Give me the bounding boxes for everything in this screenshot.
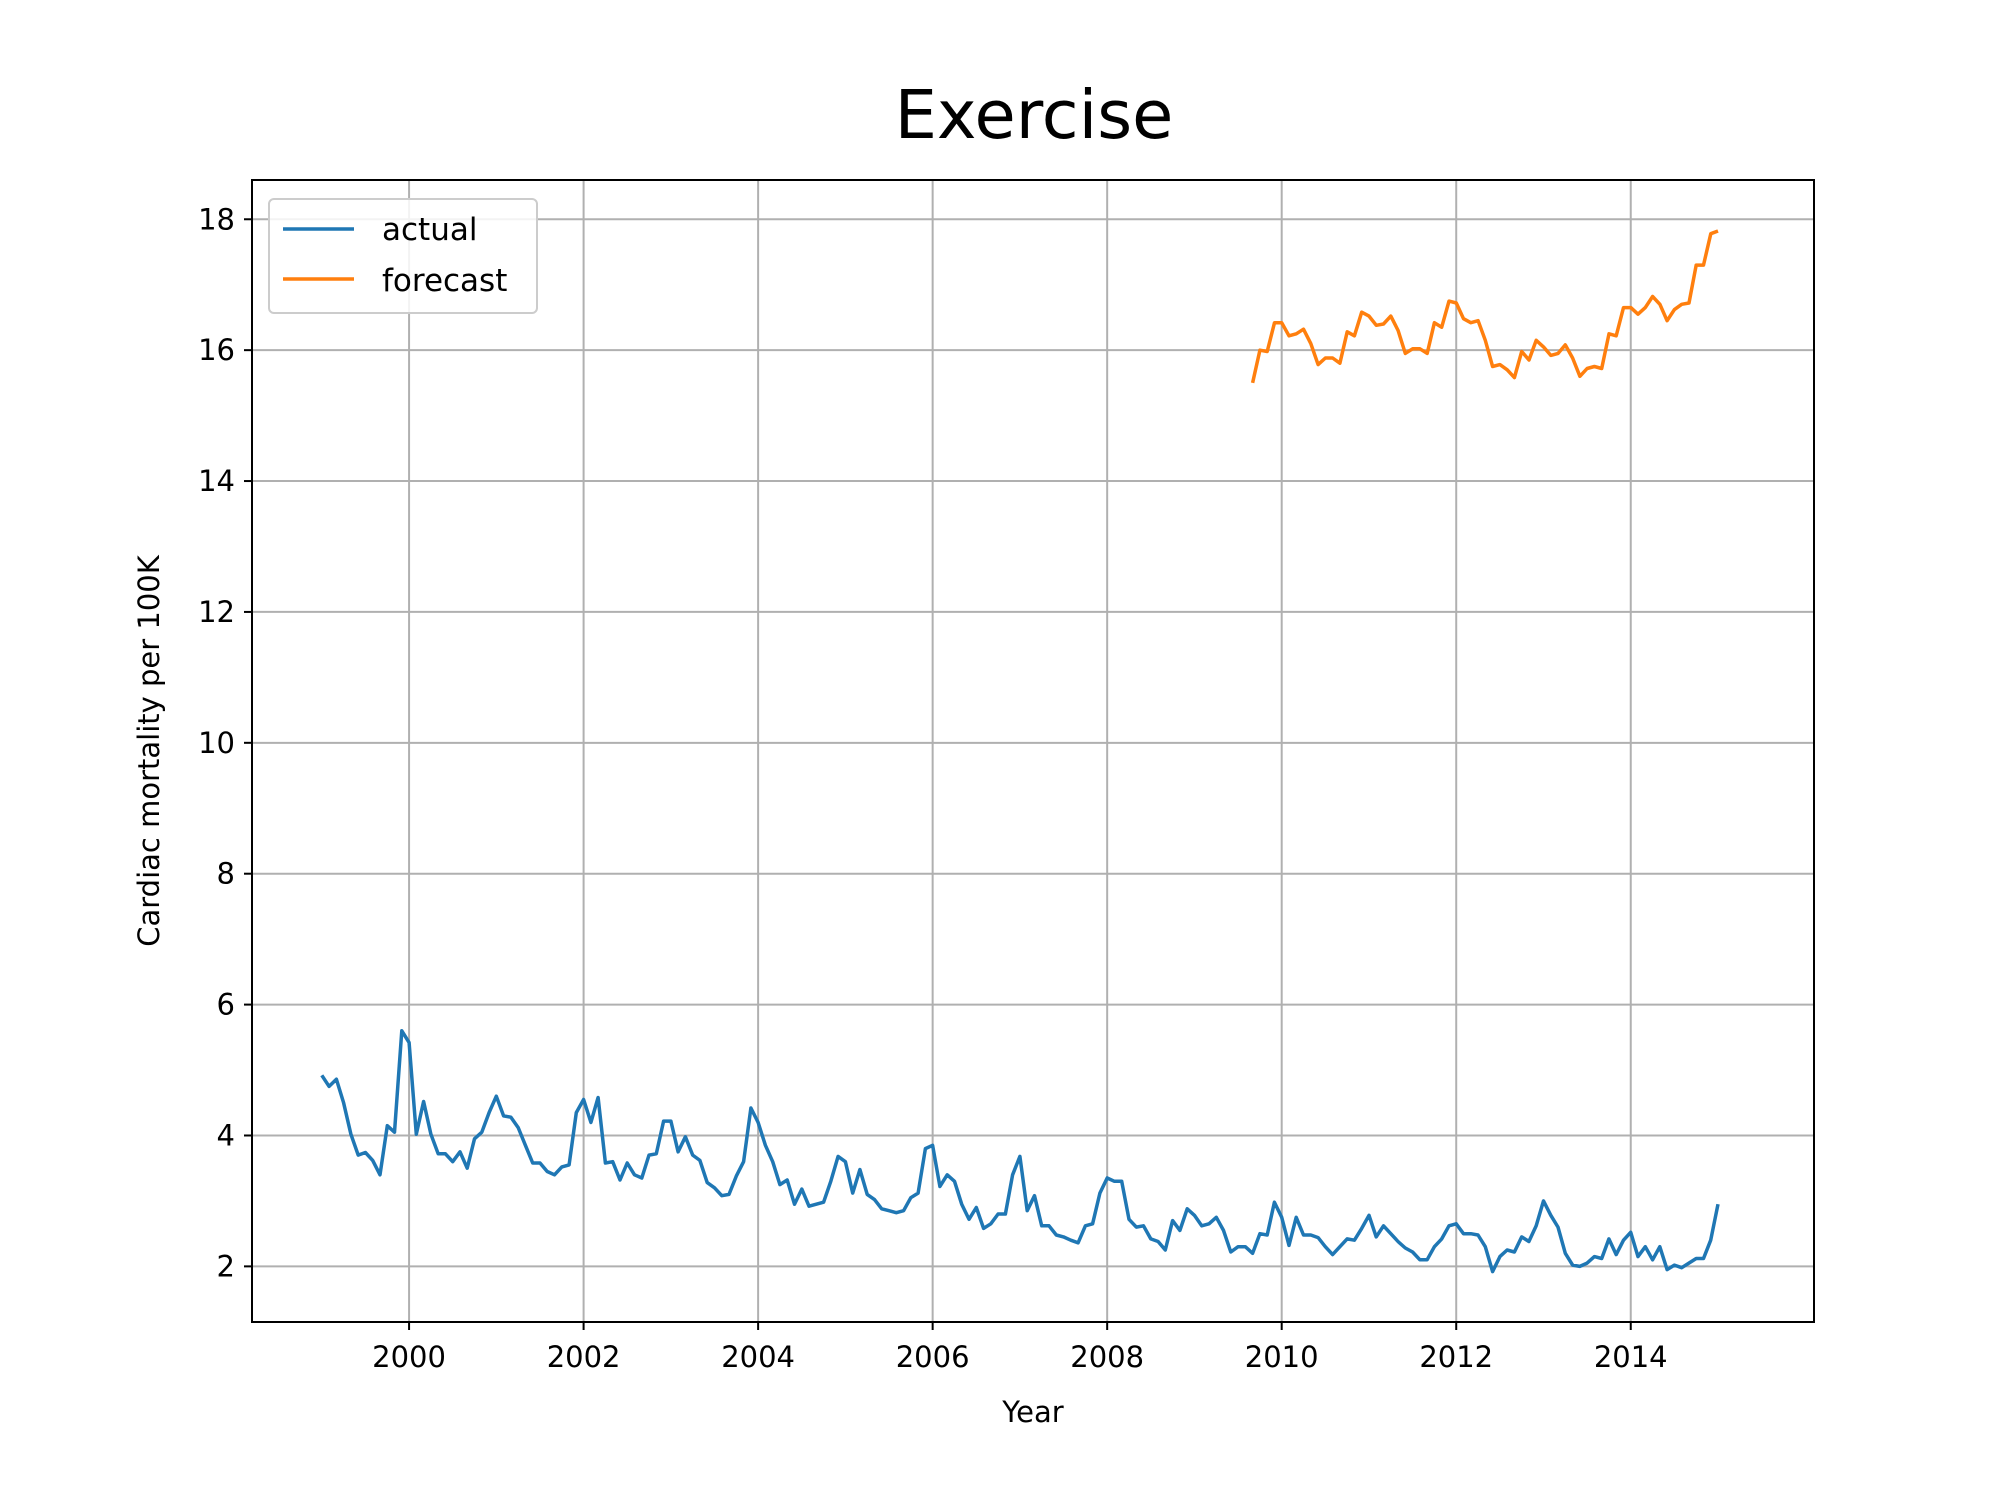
x-tick-label-2006: 2006	[896, 1340, 970, 1374]
y-tick-label-10: 10	[198, 726, 235, 760]
y-tick-label-8: 8	[217, 857, 235, 891]
x-tick-label-2004: 2004	[721, 1340, 795, 1374]
x-tick-label-2000: 2000	[372, 1340, 446, 1374]
y-tick-label-6: 6	[217, 988, 235, 1022]
x-axis-title: Year	[1001, 1395, 1063, 1429]
axis-ticks: 2000 2002 2004 2006 2008 2010 2012 2014 2 4 6 8 10 12…	[198, 202, 1668, 1374]
series-line-actual	[320, 1029, 1720, 1274]
legend-label-actual: actual	[382, 212, 477, 248]
grid-lines	[252, 180, 1814, 1322]
x-tick-label-2008: 2008	[1070, 1340, 1144, 1374]
y-tick-label-4: 4	[217, 1118, 235, 1152]
chart-title: Exercise	[895, 76, 1174, 154]
series-line-forecast	[1250, 229, 1719, 384]
x-tick-label-2012: 2012	[1419, 1340, 1493, 1374]
legend-label-forecast: forecast	[382, 263, 507, 299]
x-tick-label-2002: 2002	[547, 1340, 621, 1374]
y-tick-label-16: 16	[198, 333, 235, 367]
x-tick-label-2014: 2014	[1594, 1340, 1668, 1374]
y-tick-label-18: 18	[198, 202, 235, 236]
y-tick-label-2: 2	[217, 1249, 235, 1283]
x-tick-label-2010: 2010	[1245, 1340, 1319, 1374]
plot-frame	[251, 179, 1815, 1323]
y-tick-label-12: 12	[198, 595, 235, 629]
y-axis-title: Cardiac mortality per 100K	[132, 554, 166, 946]
legend: actual forecast	[268, 198, 538, 314]
series-lines	[320, 229, 1720, 1274]
y-tick-label-14: 14	[198, 464, 235, 498]
